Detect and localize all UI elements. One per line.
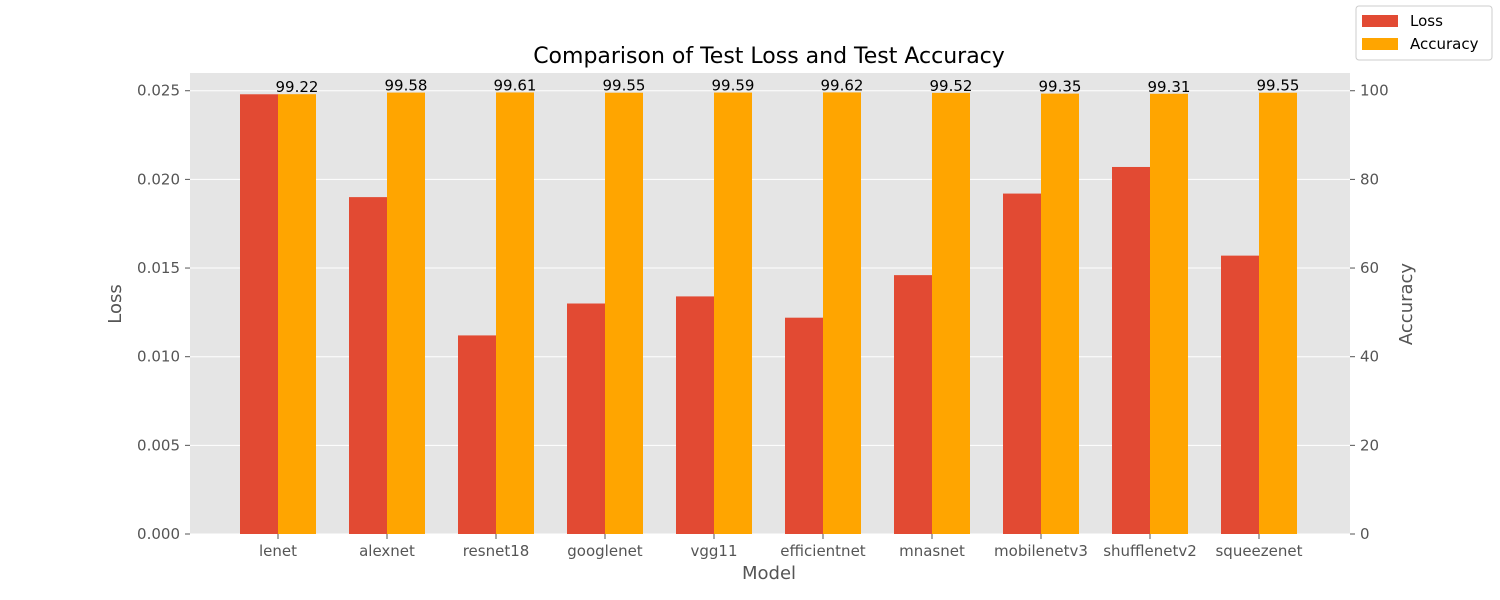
bar-loss	[349, 197, 387, 534]
bar-accuracy	[823, 92, 861, 534]
bar-loss	[1112, 166, 1150, 534]
bar-accuracy	[387, 92, 425, 534]
bar-loss	[567, 303, 605, 534]
y-tick-label: 0.000	[137, 525, 180, 543]
legend-label-loss: Loss	[1410, 12, 1443, 30]
bar-accuracy	[1150, 93, 1188, 534]
x-tick-label: googlenet	[567, 542, 643, 560]
bar-loss	[894, 275, 932, 534]
y-tick-label: 0.020	[137, 170, 180, 188]
data-label-accuracy: 99.52	[930, 77, 973, 95]
bar-accuracy	[278, 94, 316, 535]
data-label-accuracy: 99.55	[1257, 77, 1300, 95]
axes: 0.000 0.005 0.010 0.015 0.020 0.025 0 20 40 60 80 1…	[137, 82, 1389, 560]
bar-accuracy	[496, 92, 534, 534]
y-tick-label: 0.025	[137, 82, 180, 100]
data-label-accuracy: 99.31	[1148, 78, 1191, 96]
data-label-accuracy: 99.58	[385, 77, 428, 95]
y2-tick-label: 40	[1360, 348, 1379, 366]
y2-tick-label: 60	[1360, 259, 1379, 277]
bar-loss	[1221, 255, 1259, 534]
bar-loss	[676, 296, 714, 534]
legend-label-accuracy: Accuracy	[1410, 35, 1479, 53]
y2-tick-label: 0	[1360, 525, 1370, 543]
legend-swatch-accuracy	[1362, 38, 1398, 50]
bar-accuracy	[605, 92, 643, 535]
x-tick-label: shufflenetv2	[1103, 542, 1197, 560]
chart-title: Comparison of Test Loss and Test Accurac…	[533, 44, 1005, 69]
y2-tick-label: 20	[1360, 436, 1379, 454]
bar-loss	[458, 335, 496, 534]
bar-loss	[1003, 193, 1041, 535]
data-label-accuracy: 99.62	[821, 76, 864, 94]
x-tick-label: resnet18	[463, 542, 530, 560]
y-axis-label: Loss	[105, 284, 126, 323]
x-tick-label: squeezenet	[1215, 542, 1302, 560]
y2-axis-label: Accuracy	[1396, 263, 1417, 346]
bar-accuracy	[1259, 92, 1297, 535]
data-label-accuracy: 99.35	[1039, 78, 1082, 96]
y2-tick-label: 100	[1360, 82, 1389, 100]
legend-swatch-loss	[1362, 15, 1398, 27]
bars	[240, 92, 1297, 535]
data-label-accuracy: 99.55	[603, 77, 646, 95]
x-tick-label: efficientnet	[780, 542, 865, 560]
x-tick-label: mobilenetv3	[994, 542, 1088, 560]
data-label-accuracy: 99.59	[712, 77, 755, 95]
bar-accuracy	[1041, 93, 1079, 534]
x-tick-label: mnasnet	[899, 542, 965, 560]
x-axis-label: Model	[742, 563, 796, 584]
legend: Loss Accuracy	[1355, 5, 1493, 61]
y-tick-label: 0.015	[137, 259, 180, 277]
data-label-accuracy: 99.22	[276, 78, 319, 96]
bar-loss	[785, 317, 823, 534]
data-labels: 99.22 99.58 99.61 99.55 99.59 99.62 99.52 99.35…	[276, 76, 1300, 96]
bar-accuracy	[932, 92, 970, 534]
y-tick-label: 0.005	[137, 436, 180, 454]
x-tick-label: vgg11	[690, 542, 737, 560]
bar-loss	[240, 94, 278, 535]
y2-tick-label: 80	[1360, 170, 1379, 188]
x-tick-label: alexnet	[359, 542, 415, 560]
data-label-accuracy: 99.61	[494, 76, 537, 94]
bar-accuracy	[714, 92, 752, 535]
x-tick-label: lenet	[259, 542, 297, 560]
y-tick-label: 0.010	[137, 348, 180, 366]
